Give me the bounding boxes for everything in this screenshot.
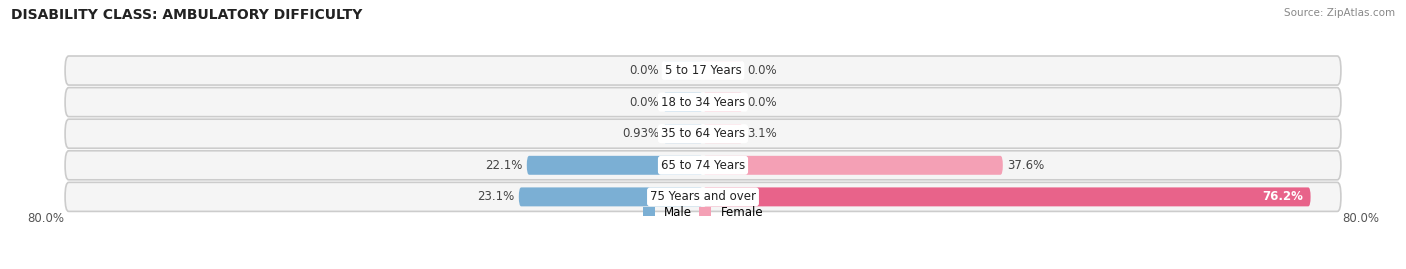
Text: 23.1%: 23.1% — [478, 190, 515, 203]
Text: 35 to 64 Years: 35 to 64 Years — [661, 127, 745, 140]
Text: Source: ZipAtlas.com: Source: ZipAtlas.com — [1284, 8, 1395, 18]
FancyBboxPatch shape — [703, 156, 1002, 175]
Legend: Male, Female: Male, Female — [638, 201, 768, 223]
Text: 80.0%: 80.0% — [27, 212, 63, 225]
Text: 3.1%: 3.1% — [747, 127, 776, 140]
FancyBboxPatch shape — [65, 56, 1341, 85]
Text: 65 to 74 Years: 65 to 74 Years — [661, 159, 745, 172]
FancyBboxPatch shape — [703, 93, 742, 112]
FancyBboxPatch shape — [65, 119, 1341, 148]
FancyBboxPatch shape — [703, 61, 742, 80]
FancyBboxPatch shape — [664, 93, 703, 112]
FancyBboxPatch shape — [65, 151, 1341, 180]
Text: 76.2%: 76.2% — [1261, 190, 1302, 203]
FancyBboxPatch shape — [65, 88, 1341, 117]
Text: 75 Years and over: 75 Years and over — [650, 190, 756, 203]
Text: 18 to 34 Years: 18 to 34 Years — [661, 95, 745, 109]
Text: 80.0%: 80.0% — [1343, 212, 1379, 225]
Text: 0.0%: 0.0% — [630, 95, 659, 109]
Text: 0.0%: 0.0% — [747, 64, 776, 77]
FancyBboxPatch shape — [703, 124, 742, 143]
FancyBboxPatch shape — [703, 187, 1310, 206]
FancyBboxPatch shape — [664, 61, 703, 80]
Text: 37.6%: 37.6% — [1007, 159, 1045, 172]
Text: DISABILITY CLASS: AMBULATORY DIFFICULTY: DISABILITY CLASS: AMBULATORY DIFFICULTY — [11, 8, 363, 22]
FancyBboxPatch shape — [65, 182, 1341, 211]
FancyBboxPatch shape — [664, 124, 703, 143]
Text: 22.1%: 22.1% — [485, 159, 523, 172]
FancyBboxPatch shape — [527, 156, 703, 175]
Text: 0.93%: 0.93% — [621, 127, 659, 140]
Text: 0.0%: 0.0% — [630, 64, 659, 77]
FancyBboxPatch shape — [519, 187, 703, 206]
Text: 5 to 17 Years: 5 to 17 Years — [665, 64, 741, 77]
Text: 0.0%: 0.0% — [747, 95, 776, 109]
